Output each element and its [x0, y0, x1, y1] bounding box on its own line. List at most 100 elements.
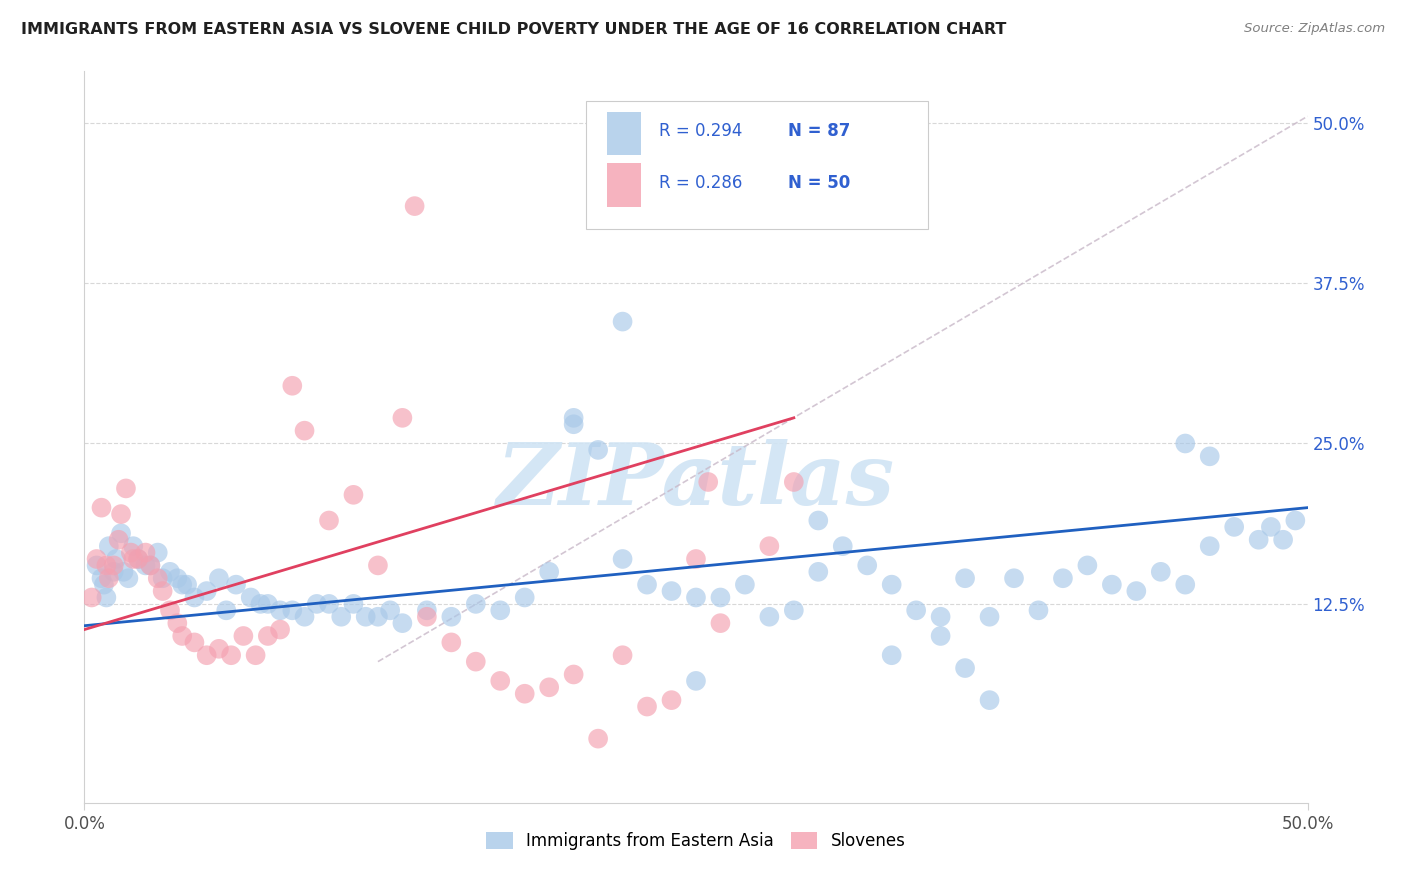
Point	[1125, 584, 1147, 599]
Point	[880, 577, 903, 591]
Point	[166, 616, 188, 631]
Point	[195, 584, 218, 599]
Point	[1002, 571, 1025, 585]
Point	[586, 731, 609, 746]
Point	[636, 699, 658, 714]
Point	[249, 597, 271, 611]
Point	[103, 558, 125, 573]
Point	[97, 539, 120, 553]
Point	[562, 410, 585, 425]
Point	[96, 558, 118, 573]
Point	[440, 609, 463, 624]
Point	[929, 609, 952, 624]
Point	[1284, 514, 1306, 528]
Point	[172, 577, 194, 591]
Point	[685, 673, 707, 688]
Point	[440, 635, 463, 649]
Point	[342, 488, 364, 502]
Point	[159, 603, 181, 617]
Point	[586, 442, 609, 457]
Point	[953, 571, 976, 585]
Point	[159, 565, 181, 579]
Point	[685, 552, 707, 566]
Point	[489, 673, 512, 688]
Point	[330, 609, 353, 624]
Point	[208, 571, 231, 585]
Point	[183, 591, 205, 605]
Point	[176, 577, 198, 591]
Point	[139, 558, 162, 573]
Point	[269, 603, 291, 617]
Point	[122, 539, 145, 553]
Point	[318, 597, 340, 611]
Point	[464, 597, 486, 611]
Point	[1198, 450, 1220, 464]
Point	[1174, 577, 1197, 591]
FancyBboxPatch shape	[606, 163, 641, 207]
Point	[269, 623, 291, 637]
Point	[166, 571, 188, 585]
Point	[1247, 533, 1270, 547]
Text: Source: ZipAtlas.com: Source: ZipAtlas.com	[1244, 22, 1385, 36]
Point	[380, 603, 402, 617]
Point	[697, 475, 720, 489]
Point	[367, 558, 389, 573]
Point	[257, 597, 280, 611]
Point	[146, 571, 169, 585]
Point	[135, 558, 157, 573]
Point	[807, 514, 830, 528]
Point	[636, 577, 658, 591]
Point	[1223, 520, 1246, 534]
Text: R = 0.294: R = 0.294	[659, 122, 742, 140]
Point	[105, 552, 128, 566]
Point	[661, 584, 683, 599]
Point	[96, 591, 118, 605]
Point	[831, 539, 853, 553]
Point	[294, 609, 316, 624]
Point	[1174, 436, 1197, 450]
Text: ZIPatlas: ZIPatlas	[496, 439, 896, 523]
Point	[257, 629, 280, 643]
Point	[1272, 533, 1295, 547]
Point	[880, 648, 903, 663]
Point	[127, 552, 149, 566]
Point	[1052, 571, 1074, 585]
Point	[107, 533, 129, 547]
Point	[513, 687, 536, 701]
Point	[905, 603, 928, 617]
Point	[122, 552, 145, 566]
Text: N = 87: N = 87	[787, 122, 851, 140]
Point	[464, 655, 486, 669]
Point	[245, 648, 267, 663]
Point	[117, 571, 139, 585]
Point	[281, 603, 304, 617]
Point	[281, 378, 304, 392]
Point	[219, 648, 242, 663]
Point	[208, 641, 231, 656]
Point	[110, 526, 132, 541]
Point	[135, 545, 157, 559]
Text: R = 0.286: R = 0.286	[659, 174, 742, 192]
Point	[709, 616, 731, 631]
Point	[90, 500, 112, 515]
Point	[239, 591, 262, 605]
Point	[152, 584, 174, 599]
Text: N = 50: N = 50	[787, 174, 851, 192]
Point	[195, 648, 218, 663]
Point	[146, 545, 169, 559]
Point	[86, 558, 108, 573]
Point	[562, 417, 585, 432]
Point	[318, 514, 340, 528]
Point	[115, 482, 138, 496]
Point	[929, 629, 952, 643]
Point	[80, 591, 103, 605]
Point	[807, 565, 830, 579]
Point	[127, 552, 149, 566]
Point	[416, 603, 439, 617]
Point	[1260, 520, 1282, 534]
Point	[734, 577, 756, 591]
Point	[783, 603, 806, 617]
Point	[979, 693, 1001, 707]
Point	[232, 629, 254, 643]
Point	[612, 648, 634, 663]
